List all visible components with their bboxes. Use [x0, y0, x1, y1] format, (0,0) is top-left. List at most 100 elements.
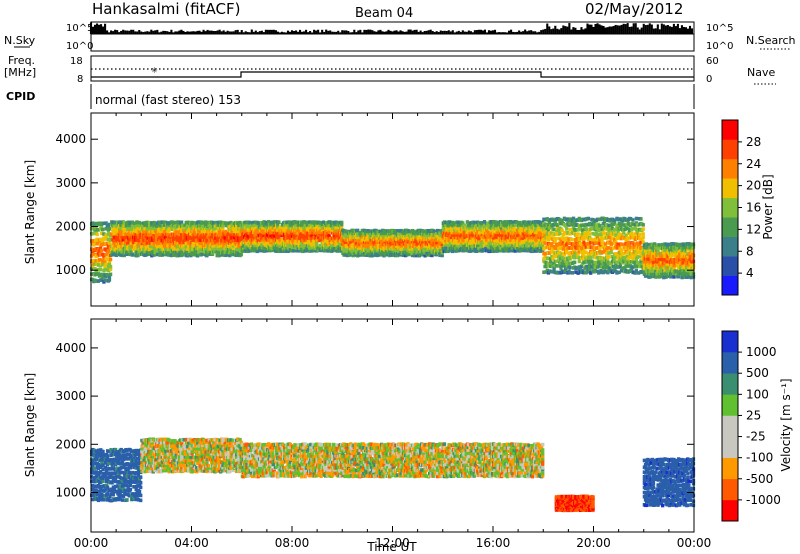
echo-cell — [118, 250, 122, 255]
echo-cell — [608, 266, 612, 271]
echo-cell — [629, 255, 633, 260]
echo-cell — [499, 225, 504, 230]
echo-cell — [396, 229, 400, 233]
echo-cell — [296, 225, 300, 230]
echo-cell — [477, 243, 481, 248]
echo-cell — [272, 233, 276, 238]
echo-cell — [189, 236, 193, 240]
echo-cell — [222, 244, 226, 249]
echo-cell — [93, 266, 97, 271]
echo-cell — [601, 245, 605, 249]
echo-cell — [560, 218, 564, 223]
echo-cell — [585, 235, 589, 240]
echo-cell — [256, 221, 261, 225]
echo-cell — [535, 232, 539, 237]
echo-cell — [354, 235, 359, 239]
echo-cell — [482, 220, 487, 224]
echo-cell — [546, 223, 551, 227]
echo-cell — [179, 236, 184, 240]
echo-cell — [332, 226, 336, 231]
echo-cell — [433, 229, 438, 234]
echo-cell — [263, 243, 267, 247]
noise-tick-top-right: 10^5 — [706, 23, 733, 34]
echo-cell — [234, 224, 239, 228]
echo-cell — [243, 231, 247, 236]
echo-cell — [615, 260, 619, 264]
echo-cell — [543, 254, 547, 259]
echo-cell — [579, 270, 584, 275]
echo-cell — [264, 230, 269, 235]
echo-cell — [108, 257, 113, 262]
echo-cell — [607, 223, 611, 228]
echo-cell — [550, 241, 554, 246]
echo-cell — [154, 227, 159, 231]
echo-cell — [197, 220, 201, 224]
echo-cell — [311, 243, 315, 248]
echo-cell — [293, 248, 297, 252]
echo-cell — [594, 241, 599, 246]
echo-cell — [233, 227, 238, 232]
echo-cell — [230, 252, 234, 257]
echo-cell — [137, 249, 141, 254]
echo-cell — [579, 256, 584, 261]
echo-cell — [375, 248, 379, 253]
echo-cell — [577, 245, 581, 249]
echo-cell — [619, 249, 624, 254]
echo-cell — [559, 266, 563, 270]
echo-cell — [574, 228, 578, 232]
echo-cell — [565, 236, 569, 240]
echo-cell — [89, 254, 94, 258]
echo-cell — [477, 228, 481, 233]
echo-cell — [308, 220, 312, 224]
echo-cell — [302, 220, 306, 224]
echo-cell — [112, 252, 116, 257]
echo-cell — [252, 220, 256, 225]
echo-cell — [591, 252, 595, 256]
echo-cell — [549, 256, 553, 261]
echo-cell — [584, 222, 588, 227]
cpid-label: CPID — [6, 90, 35, 103]
echo-cell — [100, 231, 104, 236]
freq-label-1: Freq. — [8, 54, 35, 67]
echo-cell — [523, 225, 528, 229]
echo-cell — [569, 237, 573, 242]
echo-cell — [158, 238, 162, 243]
echo-cell — [150, 232, 154, 237]
echo-cell — [560, 228, 564, 233]
echo-cell — [595, 233, 600, 237]
echo-cell — [464, 235, 468, 239]
echo-cell — [228, 244, 232, 249]
echo-cell — [562, 264, 567, 268]
echo-cell — [475, 233, 480, 238]
echo-cell — [555, 223, 560, 227]
echo-cell — [623, 236, 627, 240]
echo-cell — [591, 231, 595, 236]
echo-cell — [327, 230, 331, 234]
echo-cell — [582, 254, 586, 259]
echo-cell — [618, 265, 623, 269]
echo-cell — [372, 253, 376, 257]
echo-cell — [351, 242, 355, 247]
station-title: Hankasalmi (fitACF) — [92, 0, 240, 18]
echo-cell — [168, 247, 172, 252]
echo-cell — [318, 243, 322, 248]
echo-cell — [204, 248, 208, 252]
echo-cell — [547, 242, 552, 247]
echo-cell — [310, 246, 314, 250]
echo-cell — [131, 230, 136, 234]
echo-cell — [150, 244, 154, 249]
echo-cell — [584, 270, 588, 275]
echo-cell — [106, 249, 111, 253]
echo-cell — [105, 247, 109, 252]
echo-cell — [301, 223, 305, 228]
echo-cell — [216, 226, 220, 231]
echo-cell — [177, 249, 181, 254]
echo-cell — [350, 239, 354, 244]
echo-cell — [461, 221, 465, 226]
echo-cell — [565, 250, 569, 254]
echo-cell — [586, 216, 591, 221]
echo-cell — [513, 249, 517, 253]
echo-cell — [108, 267, 113, 272]
echo-cell — [550, 250, 554, 254]
echo-cell — [372, 233, 376, 238]
